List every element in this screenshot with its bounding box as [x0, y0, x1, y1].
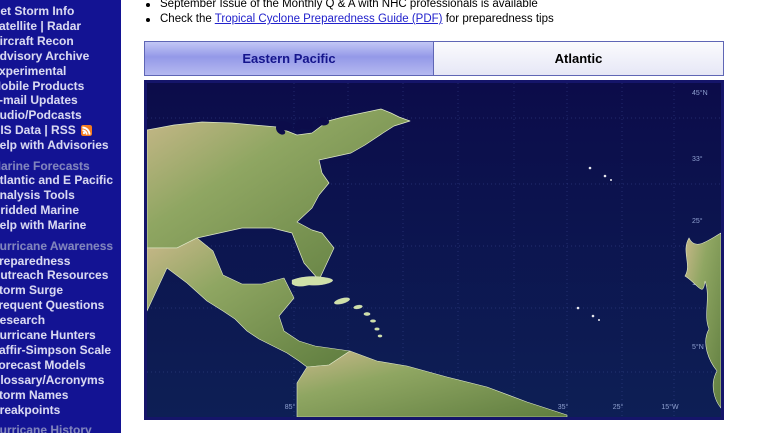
svg-text:33°: 33°: [692, 155, 703, 163]
svg-text:35°: 35°: [558, 403, 569, 411]
svg-text:45°N: 45°N: [692, 89, 708, 97]
svg-text:15°W: 15°W: [661, 403, 679, 411]
svg-text:25°: 25°: [692, 217, 703, 225]
svg-text:5°N: 5°N: [692, 343, 704, 351]
svg-text:25°: 25°: [613, 403, 624, 411]
svg-text:85°: 85°: [285, 403, 296, 411]
